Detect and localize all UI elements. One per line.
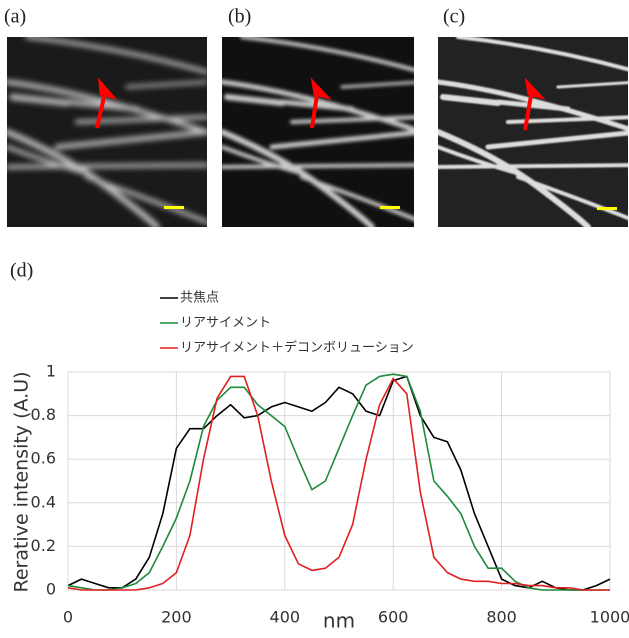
y-tick-label: 0.2	[31, 536, 56, 555]
data-line	[67, 375, 610, 591]
image-c	[438, 37, 628, 227]
x-tick-label: 0	[63, 608, 73, 627]
panel-label: (c)	[443, 6, 465, 28]
y-tick-label: 1	[46, 362, 56, 381]
x-tick-label: 1000	[590, 608, 629, 627]
image-a	[7, 37, 207, 227]
y-tick-label: 0	[46, 580, 56, 599]
x-tick-label: 400	[270, 608, 301, 627]
y-tick-label: 0.6	[31, 449, 56, 468]
y-tick-label: 0.4	[31, 492, 56, 511]
legend-label: リアサイメント	[180, 316, 271, 331]
panel-label: (d)	[10, 260, 33, 282]
x-tick-label: 600	[378, 608, 409, 627]
x-tick-label: 200	[161, 608, 192, 627]
data-line	[67, 375, 611, 591]
legend-label: 共焦点	[180, 291, 219, 306]
panel-label: (b)	[228, 6, 251, 28]
panel-label: (a)	[4, 6, 26, 28]
x-axis-label: nm	[323, 609, 355, 633]
x-tick-label: 800	[486, 608, 517, 627]
y-axis-label: Rerative intensity (A.U)	[11, 371, 33, 592]
legend-label: リアサイメント＋デコンボリューション	[180, 340, 414, 356]
y-tick-label: 0.8	[31, 405, 56, 424]
image-b	[222, 37, 414, 227]
